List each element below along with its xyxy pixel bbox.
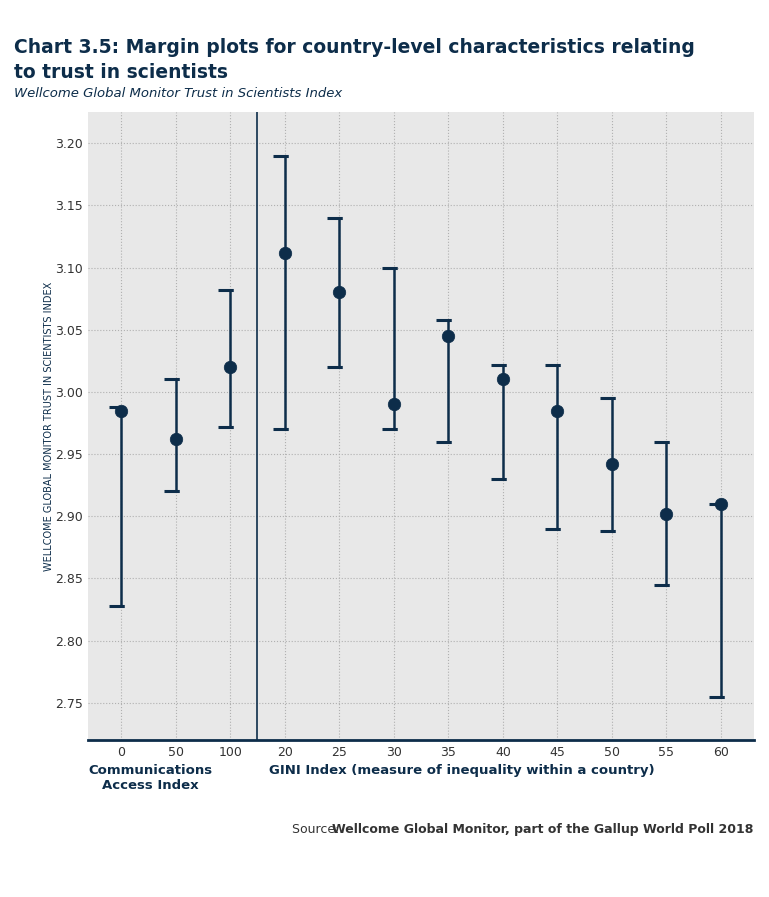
- Text: Chart 3.5: Margin plots for country-level characteristics relating: Chart 3.5: Margin plots for country-leve…: [14, 38, 694, 57]
- Text: W: W: [623, 812, 669, 854]
- Text: Communications
Access Index: Communications Access Index: [88, 764, 212, 792]
- Text: to trust in scientists: to trust in scientists: [14, 63, 228, 82]
- Text: Source:: Source:: [292, 823, 344, 835]
- Text: GINI Index (measure of inequality within a country): GINI Index (measure of inequality within…: [268, 764, 654, 777]
- Y-axis label: WELLCOME GLOBAL MONITOR TRUST IN SCIENTISTS INDEX: WELLCOME GLOBAL MONITOR TRUST IN SCIENTI…: [45, 282, 55, 570]
- Text: Wellcome Global Monitor Trust in Scientists Index: Wellcome Global Monitor Trust in Scienti…: [14, 87, 342, 100]
- Text: Wellcome Global Monitor, part of the Gallup World Poll 2018: Wellcome Global Monitor, part of the Gal…: [332, 823, 754, 835]
- Text: wellcome: wellcome: [613, 867, 679, 882]
